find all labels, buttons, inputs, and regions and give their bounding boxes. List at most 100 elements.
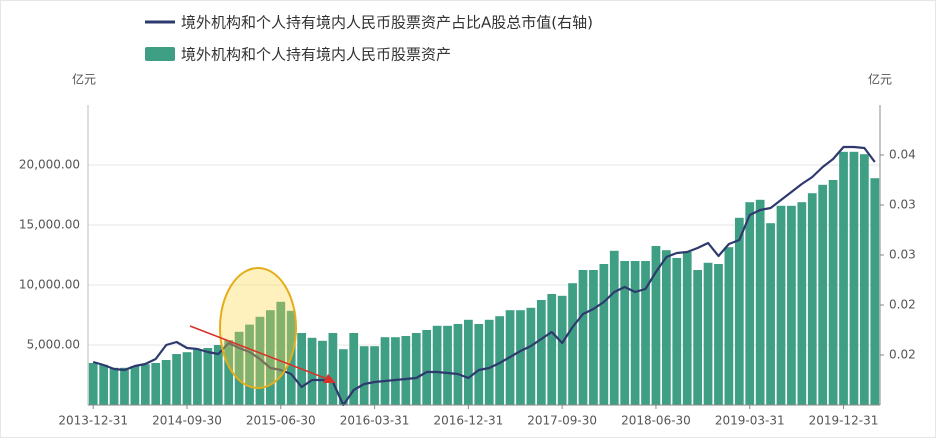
x-tick-label: 2013-12-31: [58, 414, 128, 428]
bar: [630, 261, 640, 405]
bar: [463, 319, 473, 405]
bar: [734, 217, 744, 405]
bar: [828, 180, 838, 405]
bar: [276, 301, 286, 405]
bar: [870, 178, 880, 405]
bar: [766, 223, 775, 405]
bar: [203, 348, 213, 405]
arrow-head: [323, 374, 336, 383]
bar: [130, 366, 140, 405]
x-tick-label: 2017-09-30: [527, 414, 597, 428]
y2-axis-unit: 亿元: [868, 72, 892, 87]
bar: [422, 330, 432, 405]
y-tick-label: 10,000.00: [19, 278, 80, 292]
legend-bar-icon: [145, 47, 175, 61]
bar: [787, 205, 796, 405]
bar: [109, 367, 119, 405]
bar: [724, 247, 734, 405]
bar: [99, 364, 109, 405]
bar: [349, 333, 359, 405]
bar: [328, 333, 338, 405]
y2-tick-label: 0.03: [889, 198, 916, 212]
bar: [495, 316, 505, 405]
y2-tick-label: 0.04: [889, 148, 916, 162]
bar: [182, 352, 192, 405]
bar: [161, 360, 171, 405]
bar: [776, 205, 786, 405]
bar: [401, 336, 411, 405]
highlight-ellipse: [219, 267, 297, 389]
y2-tick-label: 0.02: [889, 298, 916, 312]
bar: [193, 349, 202, 405]
x-tick-label: 2019-03-31: [715, 414, 785, 428]
bar: [380, 337, 390, 405]
bar: [568, 283, 577, 405]
bar: [557, 295, 567, 405]
bar: [234, 331, 244, 405]
y-tick-label: 5,000.00: [27, 338, 80, 352]
bar: [318, 340, 327, 405]
bar: [641, 261, 650, 405]
x-tick-label: 2016-12-31: [433, 414, 503, 428]
bar: [661, 250, 671, 405]
bar: [151, 363, 161, 405]
bar: [599, 264, 609, 405]
bar: [651, 246, 661, 405]
bar: [307, 337, 317, 405]
bar: [88, 363, 98, 405]
bar: [693, 270, 703, 405]
bar: [807, 193, 817, 405]
legend-label: 境外机构和个人持有境内人民币股票资产占比A股总市值(右轴): [181, 14, 593, 32]
x-tick-label: 2014-09-30: [152, 414, 222, 428]
bar: [245, 324, 254, 405]
bar: [609, 250, 619, 405]
bar: [359, 346, 369, 405]
bar: [255, 316, 265, 405]
bar: [526, 307, 536, 405]
bar: [443, 325, 452, 405]
bar: [859, 154, 869, 405]
bar: [140, 364, 150, 405]
bar: [213, 345, 223, 405]
x-tick-label: 2016-03-31: [340, 414, 410, 428]
bar: [672, 258, 682, 405]
bar: [432, 325, 442, 405]
y-tick-label: 20,000.00: [19, 158, 80, 172]
bar: [589, 270, 598, 405]
y-tick-label: 15,000.00: [19, 218, 80, 232]
bar: [818, 184, 828, 405]
bar: [849, 151, 859, 405]
bar: [578, 270, 588, 405]
bar: [391, 337, 400, 405]
bar: [682, 252, 692, 405]
bar: [714, 264, 723, 405]
bar: [172, 354, 181, 405]
x-tick-label: 2019-12-31: [809, 414, 879, 428]
y2-tick-label: 0.02: [889, 348, 916, 362]
line: [92, 145, 876, 407]
bar: [536, 300, 546, 405]
bar: [453, 324, 463, 405]
annotation-arrow: [189, 325, 331, 381]
bar: [411, 333, 421, 405]
bar: [474, 324, 484, 405]
bar: [755, 199, 765, 405]
bar: [745, 202, 755, 405]
y2-tick-label: 0.03: [889, 248, 916, 262]
bar: [338, 349, 348, 405]
bar: [839, 151, 848, 405]
bar: [797, 202, 807, 405]
bar: [484, 319, 494, 405]
bar: [516, 310, 525, 405]
y-axis-unit: 亿元: [72, 72, 96, 87]
bar: [120, 367, 129, 405]
x-tick-label: 2015-06-30: [246, 414, 316, 428]
legend-label: 境外机构和个人持有境内人民币股票资产: [181, 46, 451, 64]
bar: [620, 261, 630, 405]
bar: [370, 346, 379, 405]
bar: [703, 262, 713, 405]
bar: [547, 294, 557, 405]
x-tick-label: 2018-06-30: [621, 414, 691, 428]
bar: [224, 340, 234, 405]
